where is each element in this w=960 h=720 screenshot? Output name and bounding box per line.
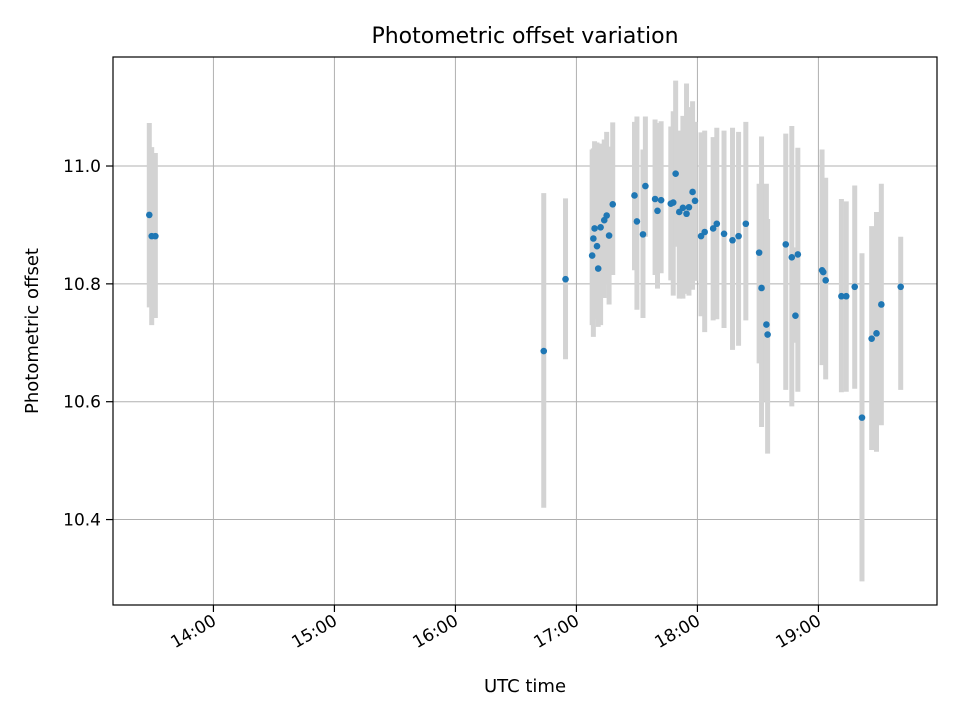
data-point: [683, 210, 690, 218]
data-point: [713, 220, 721, 228]
data-point: [792, 312, 799, 319]
data-point: [878, 301, 885, 308]
data-point: [685, 203, 693, 211]
data-point: [145, 211, 153, 219]
data-point: [590, 235, 597, 242]
data-point: [631, 192, 638, 199]
chart-title: Photometric offset variation: [371, 24, 678, 49]
data-point: [782, 241, 790, 248]
data-point: [788, 254, 796, 261]
data-point: [822, 277, 829, 284]
data-point: [819, 268, 827, 276]
data-point: [858, 414, 866, 421]
data-point: [633, 218, 641, 225]
y-tick-label: 11.0: [63, 157, 101, 177]
data-point: [562, 275, 569, 283]
data-point: [897, 283, 905, 291]
data-point: [588, 252, 596, 259]
y-axis-ticks: 10.4 10.6 10.8 11.0: [63, 157, 113, 531]
x-axis-label: UTC time: [484, 676, 566, 697]
data-point: [657, 196, 665, 204]
data-point: [720, 230, 728, 238]
data-point: [873, 330, 880, 337]
data-point: [758, 284, 765, 292]
data-point: [639, 231, 647, 238]
grid: [113, 57, 937, 605]
data-point: [709, 225, 717, 232]
data-point: [152, 232, 159, 240]
data-point: [764, 331, 771, 338]
data-point: [691, 197, 699, 205]
data-point: [609, 201, 617, 208]
data-point: [689, 188, 696, 196]
data-point: [651, 195, 659, 203]
y-axis-label: Photometric offset: [22, 248, 43, 414]
x-tick-label: 14:00: [167, 611, 219, 653]
data-point: [591, 225, 598, 232]
data-point: [594, 265, 602, 272]
data-point: [605, 232, 613, 239]
data-point: [654, 207, 661, 215]
x-tick-label: 19:00: [772, 611, 824, 653]
x-tick-label: 18:00: [651, 611, 703, 653]
data-point: [851, 283, 859, 291]
plot-frame: [112, 56, 938, 606]
x-tick-label: 17:00: [530, 611, 582, 653]
data-point: [701, 228, 708, 236]
data-point: [868, 335, 875, 342]
data-point: [679, 204, 687, 212]
data-point: [603, 212, 610, 219]
data-point: [842, 292, 850, 300]
x-axis-ticks: 14:00 15:00 16:00 17:00 18:00 19:00: [167, 605, 825, 653]
y-tick-label: 10.4: [63, 511, 101, 531]
data-point: [742, 220, 750, 228]
data-point: [669, 199, 677, 206]
data-point: [838, 292, 845, 300]
x-tick-label: 16:00: [409, 611, 461, 653]
y-tick-label: 10.6: [63, 393, 101, 413]
data-point: [794, 251, 802, 258]
data-point: [729, 236, 736, 244]
y-tick-label: 10.8: [63, 275, 101, 295]
data-point: [672, 170, 679, 177]
data-points: [145, 170, 905, 421]
data-point: [763, 321, 770, 328]
data-point: [755, 249, 763, 256]
x-tick-label: 15:00: [288, 611, 340, 653]
data-point: [735, 232, 742, 240]
data-point: [540, 347, 548, 355]
data-point: [642, 182, 649, 190]
error-bars: [146, 80, 904, 582]
data-point: [597, 223, 604, 231]
data-point: [593, 242, 601, 250]
